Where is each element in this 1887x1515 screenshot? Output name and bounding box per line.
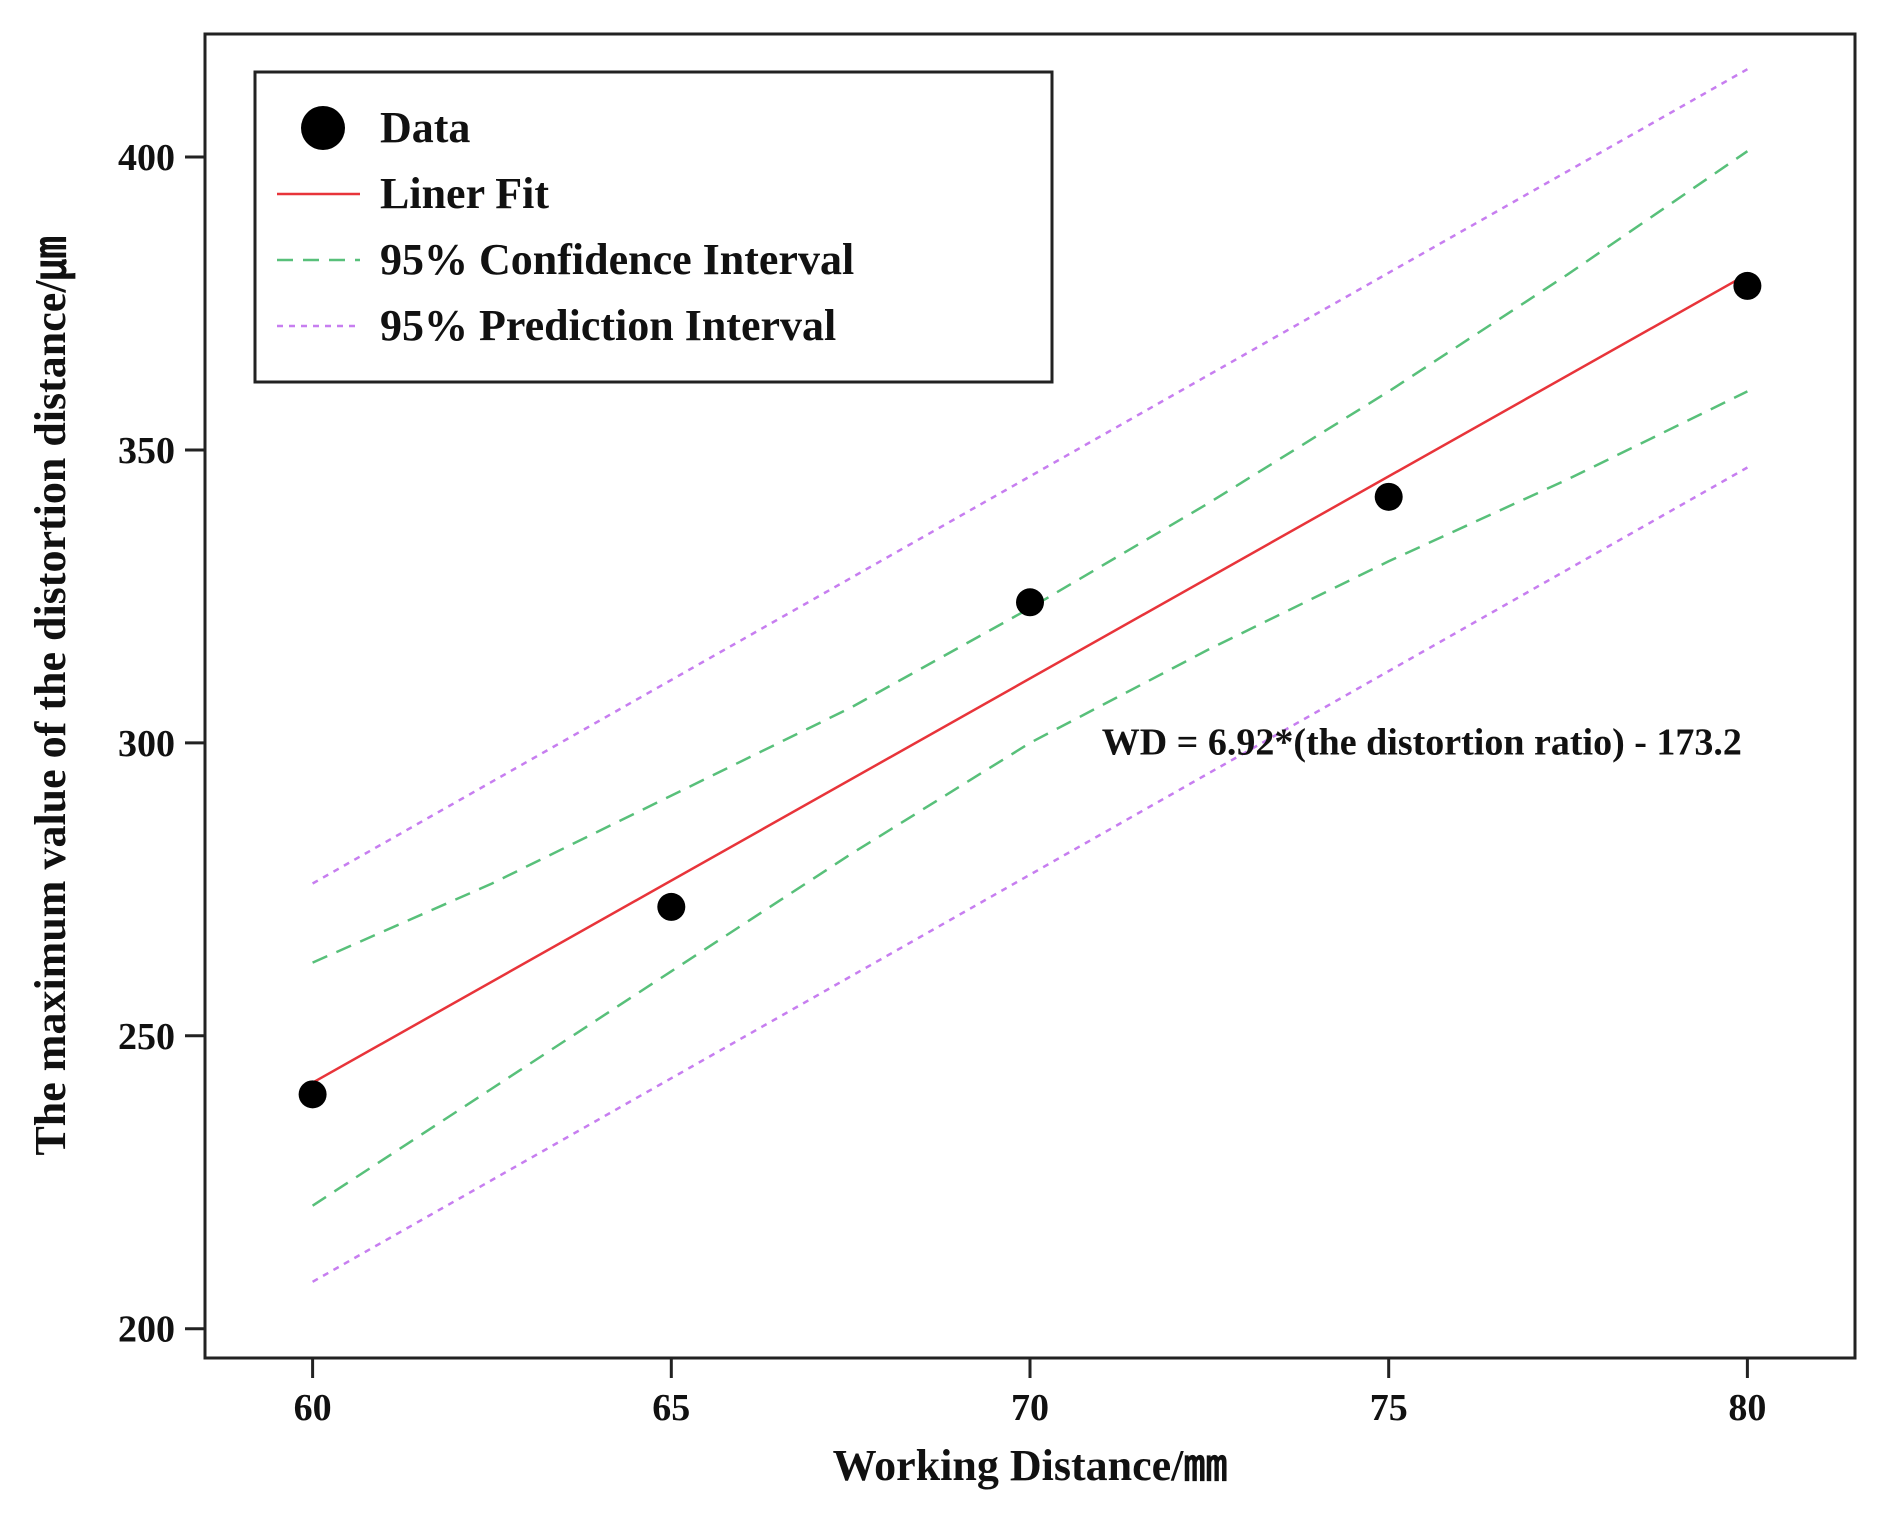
95-confidence-interval-upper-line bbox=[312, 150, 1749, 964]
liner-fit-line bbox=[311, 273, 1749, 1084]
x-tick-label-80: 80 bbox=[1728, 1387, 1766, 1429]
y-tick-label-400: 400 bbox=[118, 137, 175, 179]
legend-box bbox=[253, 70, 1054, 384]
data-point-80 bbox=[1733, 271, 1762, 300]
x-tick-label-65: 65 bbox=[652, 1387, 690, 1429]
legend-label-ci: 95% Confidence Interval bbox=[380, 235, 854, 284]
y-axis-ticks: 200 250 300 350 400 bbox=[118, 137, 205, 1351]
x-tick-label-75: 75 bbox=[1370, 1387, 1408, 1429]
legend-label-data: Data bbox=[380, 103, 470, 152]
95-confidence-interval-lower-line bbox=[311, 390, 1748, 1207]
y-tick-label-250: 250 bbox=[118, 1016, 175, 1058]
y-tick-label-350: 350 bbox=[118, 430, 175, 472]
series-layer bbox=[311, 68, 1749, 1283]
fit-equation-annotation: WD = 6.92*(the distortion ratio) - 173.2 bbox=[1102, 722, 1742, 764]
x-axis-ticks: 60 65 70 75 80 bbox=[294, 1358, 1766, 1429]
data-point-70 bbox=[1016, 588, 1044, 617]
legend-label-fit: Liner Fit bbox=[380, 169, 549, 218]
y-axis-label: The maximum value of the distortion dist… bbox=[26, 236, 76, 1155]
y-tick-label-300: 300 bbox=[118, 723, 175, 765]
data-points bbox=[298, 271, 1762, 1109]
x-tick-label-70: 70 bbox=[1011, 1387, 1049, 1429]
x-tick-label-60: 60 bbox=[294, 1387, 332, 1429]
legend: Data Liner Fit 95% Confidence Interval 9… bbox=[253, 70, 1054, 384]
data-point-65 bbox=[657, 892, 686, 921]
y-tick-label-200: 200 bbox=[118, 1309, 175, 1351]
x-axis-label: Working Distance/㎜ bbox=[833, 1441, 1228, 1490]
legend-label-pi: 95% Prediction Interval bbox=[380, 301, 836, 350]
data-point-60 bbox=[298, 1080, 327, 1109]
data-point-75 bbox=[1374, 482, 1403, 511]
legend-marker-data bbox=[301, 106, 345, 150]
